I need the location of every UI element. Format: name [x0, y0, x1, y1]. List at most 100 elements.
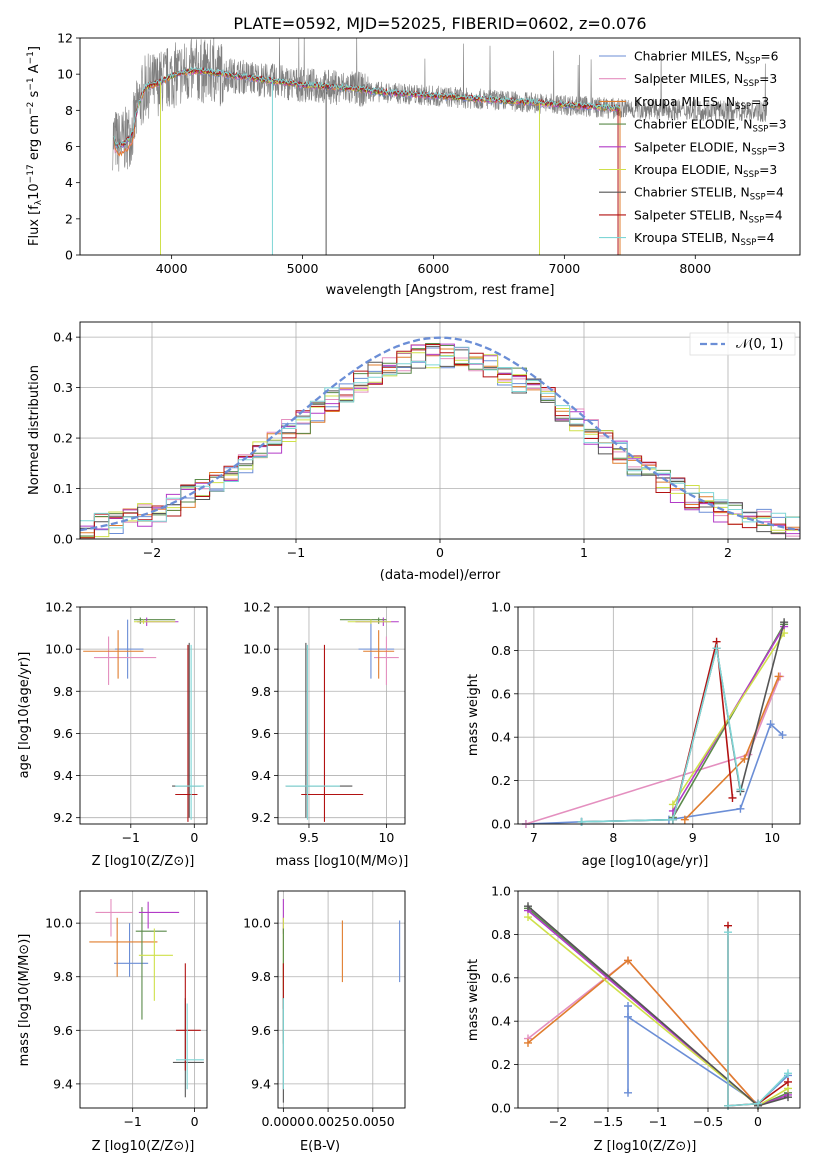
spectrum-xtick-label: 5000	[287, 261, 319, 276]
ageZ-xlabel: Z [log10(Z/Z⊙)]	[92, 854, 195, 869]
age_vs_Z-frame	[79, 606, 208, 825]
age_vs_mass-xtick-label: 10	[378, 830, 394, 845]
mass_vs_ebv-xtick-label: 0.0025	[306, 1114, 350, 1129]
spectrum-xtick-label: 6000	[418, 261, 450, 276]
weight_vs_Z-xtick-label: 0	[754, 1114, 762, 1129]
legend-entry: Salpeter STELIB, NSSP=4	[634, 208, 783, 225]
weight_vs_Z-xtick-label: −0.5	[693, 1114, 723, 1129]
spectrum-xtick-label: 4000	[156, 261, 188, 276]
age-vs-metallicity-panel: Z [log10(Z/Z⊙)] age [log10(age/yr)] −1 0 9…	[17, 600, 208, 869]
mass_vs_ebv-frame	[277, 890, 406, 1109]
weight_vs_age-frame	[517, 606, 801, 825]
mass_vs_Z-ytick-label: 10.0	[45, 916, 73, 931]
spectrum-model-line	[113, 68, 621, 156]
spectrum-xtick-label: 8000	[679, 261, 711, 276]
residuals-ytick-label: 0.1	[53, 481, 73, 496]
weight-marker	[766, 720, 775, 729]
wAge-xlabel: age [log10(age/yr)]	[582, 854, 709, 869]
legend-entry: Salpeter MILES, NSSP=3	[634, 72, 777, 89]
weight-marker	[784, 1093, 792, 1102]
weight-marker	[736, 785, 745, 794]
weight_vs_Z-frame	[517, 890, 801, 1109]
residuals-panel: (data-model)/error Normed distribution −…	[27, 321, 801, 583]
weight_vs_Z-ytick-label: 0.0	[491, 1101, 511, 1116]
weight-marker	[724, 928, 732, 937]
weight_vs_age-ytick-label: 1.0	[491, 600, 511, 615]
residuals-ytick-label: 0.2	[53, 431, 73, 446]
mass_vs_Z-ytick-label: 9.4	[53, 1076, 73, 1091]
weight-line	[525, 722, 784, 825]
spectrum-frame	[79, 37, 801, 256]
weight_vs_age-xtick-label: 9	[689, 830, 697, 845]
residuals-ylabel: Normed distribution	[27, 365, 42, 495]
residuals-ytick-label: 0.4	[53, 330, 73, 345]
weight-marker	[784, 1069, 792, 1078]
wAge-ylabel: mass weight	[466, 674, 481, 756]
mass_vs_ebv-ytick-label: 9.4	[251, 1076, 271, 1091]
residuals-frame	[79, 321, 801, 540]
age_vs_Z-ytick-label: 9.6	[53, 726, 73, 741]
weight-line	[527, 959, 759, 1107]
weight_vs_Z-xtick-label: −2	[549, 1114, 567, 1129]
residuals-xtick-label: 0	[436, 545, 444, 560]
mass_vs_ebv-grid	[278, 891, 405, 1108]
mass_vs_Z-grid	[80, 891, 207, 1108]
weight-marker	[712, 644, 721, 653]
weight_vs_age-ytick-label: 0.4	[491, 730, 511, 745]
weight-marker	[780, 618, 789, 627]
wZ-xlabel: Z [log10(Z/Z⊙)]	[594, 1139, 697, 1154]
residuals-xtick-label: 2	[724, 545, 732, 560]
weight-marker	[728, 793, 737, 802]
age-vs-mass-panel: mass [log10(M/M⊙)] 9.5 10 9.2 9.4 9.6 9.8 10.0…	[243, 600, 408, 870]
age_vs_mass-ytick-label: 10.2	[243, 600, 271, 615]
weight_vs_Z-ytick-label: 0.2	[491, 1057, 511, 1072]
weight_vs_Z-grid	[518, 890, 800, 1109]
age_vs_mass-xtick-label: 9.5	[299, 830, 319, 845]
residuals-xlabel: (data-model)/error	[380, 568, 501, 583]
mass-vs-metallicity-panel: Z [log10(Z/Z⊙)] mass [log10(M/M⊙)] −1 0 9.…	[17, 890, 208, 1154]
weight-marker	[624, 1012, 632, 1021]
weight-marker	[668, 800, 677, 809]
weight-marker	[668, 815, 677, 824]
weight-marker	[624, 1088, 632, 1097]
mass_vs_Z-frame	[79, 890, 208, 1109]
weight-vs-age-panel: age [log10(age/yr)] mass weight 7 8 9 10 0.0…	[466, 600, 801, 869]
weight-marker	[754, 1099, 762, 1108]
weight_vs_Z-ytick-label: 1.0	[491, 884, 511, 899]
spectrum-model-line	[113, 66, 621, 149]
legend-entry: Chabrier STELIB, NSSP=4	[634, 186, 784, 203]
weight-line	[581, 648, 742, 823]
age_vs_mass-ytick-label: 9.6	[251, 726, 271, 741]
weight-vs-metallicity-panel: Z [log10(Z/Z⊙)] mass weight −2 −1.5 −1 −0.5…	[466, 884, 801, 1154]
weight-marker	[624, 1002, 632, 1011]
weight-marker	[577, 817, 586, 826]
massZ-xlabel: Z [log10(Z/Z⊙)]	[92, 1139, 195, 1154]
age_vs_Z-xtick-label: 0	[190, 830, 198, 845]
mass_vs_ebv-ytick-label: 10.0	[243, 916, 271, 931]
weight-marker	[778, 731, 787, 740]
mass_vs_Z-xtick-label: 0	[191, 1114, 199, 1129]
age_vs_mass-ytick-label: 9.4	[251, 768, 271, 783]
weight_vs_age-grid	[518, 606, 800, 825]
weight_vs_Z-xtick-label: −1	[649, 1114, 667, 1129]
normal-legend-label: 𝒩(0, 1)	[736, 337, 783, 352]
weight-marker	[784, 1077, 792, 1086]
spectrum-ytick-label: 2	[65, 211, 73, 226]
legend-entry: Salpeter ELODIE, NSSP=3	[634, 140, 785, 157]
weight-line	[581, 622, 785, 823]
ageM-xlabel: mass [log10(M/M⊙)]	[276, 854, 409, 869]
weight_vs_age-xtick-label: 8	[609, 830, 617, 845]
spectrum-model-line	[113, 69, 621, 148]
mass-vs-ebv-panel: E(B-V) 0.0000 0.0025 0.0050 9.4 9.6 9.8 10.0	[243, 890, 406, 1154]
weight_vs_Z-ytick-label: 0.6	[491, 970, 511, 985]
age_vs_mass-frame	[277, 606, 406, 825]
age_vs_Z-ytick-label: 9.8	[53, 684, 73, 699]
residuals-xtick-label: 1	[580, 545, 588, 560]
spectrum-data-line	[112, 38, 768, 172]
massZ-ylabel: mass [log10(M/M⊙)]	[17, 934, 32, 1067]
ageZ-ylabel: age [log10(age/yr)]	[17, 652, 32, 779]
weight_vs_age-ytick-label: 0.2	[491, 773, 511, 788]
legend-entry: Kroupa ELODIE, NSSP=3	[634, 163, 777, 180]
age_vs_Z-ytick-label: 9.4	[53, 768, 73, 783]
